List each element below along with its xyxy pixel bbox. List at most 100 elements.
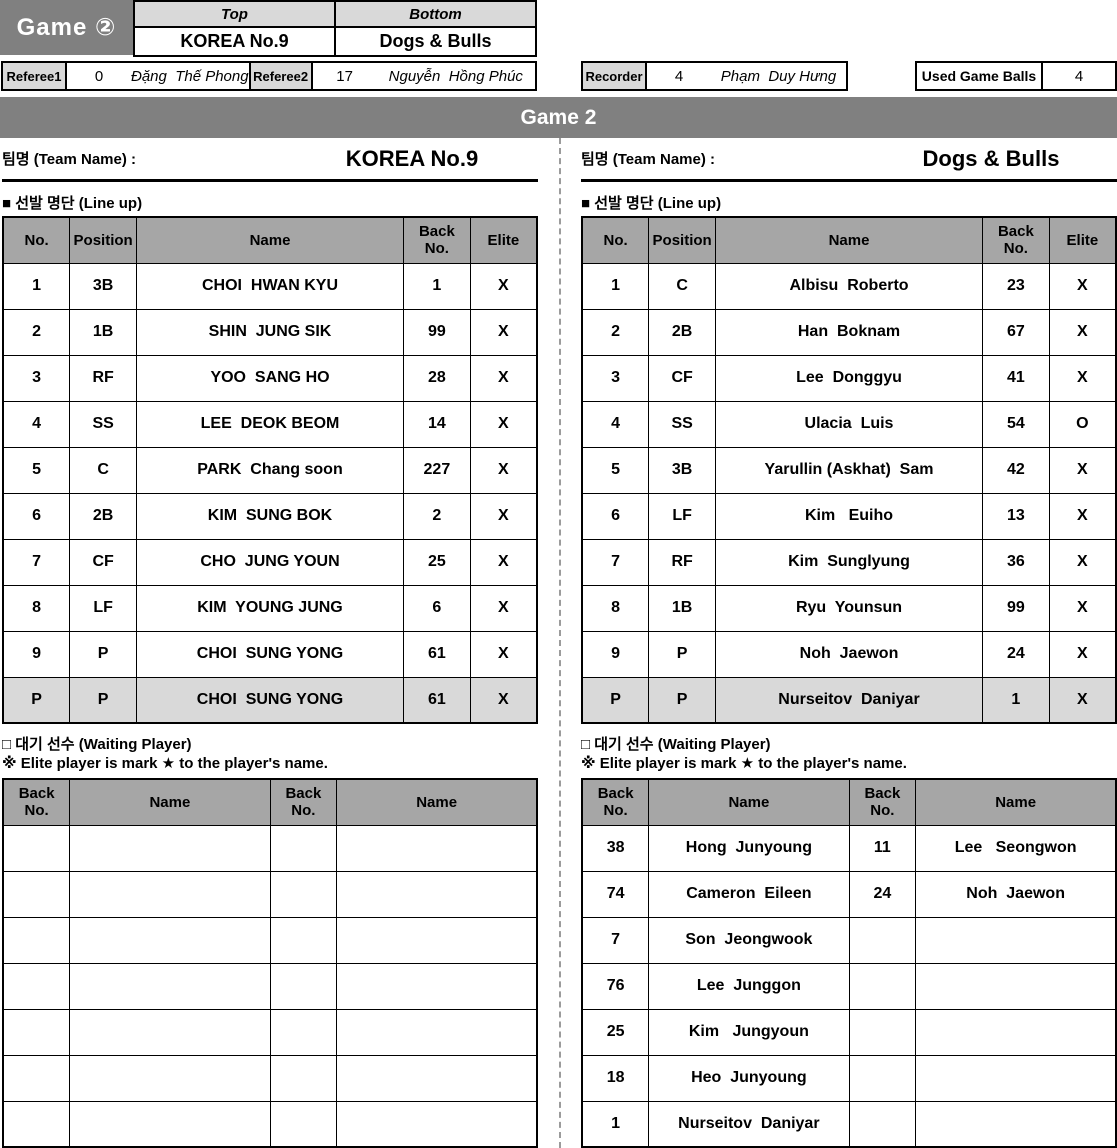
lineup-cell-elite: X — [469, 676, 538, 724]
lineup-header-name: Name — [136, 216, 404, 264]
elite-note: ※ Elite player is mark ★ to the player's… — [2, 755, 328, 772]
lineup-cell-position: 1B — [648, 584, 716, 632]
waiting-header-back-no-1: Back No. — [581, 778, 650, 826]
lineup-row: P P CHOI SUNG YONG 61 X — [2, 676, 538, 724]
recorder-number: 4 — [674, 67, 684, 85]
lineup-cell-back-no: 99 — [982, 584, 1050, 632]
lineup-row: 8 LF KIM YOUNG JUNG 6 X — [2, 584, 538, 632]
waiting-cell-name-1: Son Jeongwook — [648, 916, 850, 964]
lineup-cell-name: YOO SANG HO — [136, 354, 404, 402]
waiting-row: 18 Heo Junyoung — [581, 1054, 1117, 1102]
lineup-cell-no: 2 — [2, 308, 71, 356]
lineup-cell-back-no: 61 — [403, 676, 471, 724]
lineup-cell-position: P — [648, 630, 716, 678]
waiting-cell-back-no-1: 25 — [581, 1008, 650, 1056]
lineup-cell-position: SS — [648, 400, 716, 448]
waiting-cell-back-no-2 — [848, 1100, 917, 1148]
lineup-row: 2 2B Han Boknam 67 X — [581, 308, 1117, 356]
lineup-cell-no: 7 — [581, 538, 650, 586]
waiting-cell-back-no-1 — [2, 916, 71, 964]
game-banner-title: Game 2 — [520, 105, 597, 129]
lineup-cell-name: LEE DEOK BEOM — [136, 400, 404, 448]
lineup-cell-back-no: 6 — [403, 584, 471, 632]
referee2-label: Referee2 — [248, 63, 313, 89]
lineup-header-position: Position — [69, 216, 137, 264]
waiting-cell-name-2: Lee Seongwon — [915, 824, 1117, 872]
referee1-label: Referee1 — [3, 63, 67, 89]
game-number-label: Game ② — [16, 14, 117, 41]
waiting-header-row: Back No. Name Back No. Name — [581, 778, 1117, 826]
waiting-cell-name-2 — [336, 870, 538, 918]
waiting-cell-back-no-2 — [848, 1054, 917, 1102]
waiting-cell-name-2 — [336, 962, 538, 1010]
lineup-cell-elite: O — [1048, 400, 1117, 448]
waiting-cell-back-no-1: 1 — [581, 1100, 650, 1148]
lineup-cell-name: CHOI HWAN KYU — [136, 262, 404, 310]
lineup-cell-elite: X — [1048, 262, 1117, 310]
lineup-cell-position: CF — [648, 354, 716, 402]
lineup-cell-no: 9 — [581, 630, 650, 678]
lineup-cell-position: 3B — [648, 446, 716, 494]
waiting-cell-back-no-2 — [848, 1008, 917, 1056]
lineup-row: 3 CF Lee Donggyu 41 X — [581, 354, 1117, 402]
lineup-cell-name: KIM YOUNG JUNG — [136, 584, 404, 632]
page-break-divider — [558, 138, 561, 1148]
waiting-row: 38 Hong Junyoung 11 Lee Seongwon — [581, 824, 1117, 872]
waiting-row — [2, 1054, 538, 1102]
lineup-cell-name: CHOI SUNG YONG — [136, 630, 404, 678]
lineup-cell-position: LF — [69, 584, 137, 632]
waiting-header-name-1: Name — [69, 778, 271, 826]
waiting-row: 7 Son Jeongwook — [581, 916, 1117, 964]
lineup-row: 6 LF Kim Euiho 13 X — [581, 492, 1117, 540]
team-name-value: Dogs & Bulls — [922, 145, 1060, 171]
lineup-cell-elite: X — [469, 492, 538, 540]
lineup-row: 5 3B Yarullin (Askhat) Sam 42 X — [581, 446, 1117, 494]
lineup-row: 8 1B Ryu Younsun 99 X — [581, 584, 1117, 632]
lineup-section-title: ■ 선발 명단 (Line up) — [2, 195, 143, 212]
panel-right: 팀명 (Team Name) : Dogs & Bulls ■ 선발 명단 (L… — [581, 138, 1117, 1148]
lineup-cell-no: 4 — [2, 400, 71, 448]
game-banner: Game 2 — [0, 97, 1117, 138]
waiting-cell-name-1 — [69, 962, 271, 1010]
waiting-cell-back-no-2: 11 — [848, 824, 917, 872]
used-game-balls-box: Used Game Balls 4 — [915, 61, 1117, 91]
waiting-header-row: Back No. Name Back No. Name — [2, 778, 538, 826]
waiting-cell-name-1 — [69, 870, 271, 918]
lineup-cell-position: SS — [69, 400, 137, 448]
lineup-cell-position: P — [69, 630, 137, 678]
lineup-cell-back-no: 42 — [982, 446, 1050, 494]
waiting-cell-name-2 — [336, 1100, 538, 1148]
lineup-cell-back-no: 24 — [982, 630, 1050, 678]
lineup-row: 5 C PARK Chang soon 227 X — [2, 446, 538, 494]
lineup-cell-back-no: 61 — [403, 630, 471, 678]
waiting-cell-name-2 — [915, 1008, 1117, 1056]
lineup-cell-elite: X — [469, 630, 538, 678]
lineup-cell-back-no: 99 — [403, 308, 471, 356]
team-name-row: 팀명 (Team Name) : Dogs & Bulls — [581, 138, 1117, 182]
waiting-row: 76 Lee Junggon — [581, 962, 1117, 1010]
team-name-label: 팀명 (Team Name) : — [581, 151, 716, 168]
lineup-table: No. Position Name Back No. Elite 1 C Alb… — [581, 216, 1117, 724]
referee1-name: Đặng Thế Phong — [131, 67, 249, 85]
recorder-label: Recorder — [583, 63, 647, 89]
waiting-cell-name-2 — [336, 824, 538, 872]
lineup-row: 9 P Noh Jaewon 24 X — [581, 630, 1117, 678]
lineup-cell-name: Kim Sunglyung — [715, 538, 983, 586]
lineup-cell-position: 3B — [69, 262, 137, 310]
lineup-cell-no: 5 — [581, 446, 650, 494]
lineup-cell-name: CHO JUNG YOUN — [136, 538, 404, 586]
lineup-table: No. Position Name Back No. Elite 1 3B CH… — [2, 216, 538, 724]
lineup-cell-position: CF — [69, 538, 137, 586]
waiting-cell-name-1: Nurseitov Daniyar — [648, 1100, 850, 1148]
waiting-header-back-no-2: Back No. — [269, 778, 338, 826]
waiting-cell-back-no-1 — [2, 1054, 71, 1102]
lineup-cell-position: P — [648, 676, 716, 724]
waiting-cell-back-no-1 — [2, 1100, 71, 1148]
waiting-row: 1 Nurseitov Daniyar — [581, 1100, 1117, 1148]
panel-left: 팀명 (Team Name) : KOREA No.9 ■ 선발 명단 (Lin… — [0, 138, 538, 1148]
lineup-row: 2 1B SHIN JUNG SIK 99 X — [2, 308, 538, 356]
top-team-cell: KOREA No.9 — [133, 26, 336, 57]
team-name-row: 팀명 (Team Name) : KOREA No.9 — [2, 138, 538, 182]
waiting-table: Back No. Name Back No. Name — [2, 778, 538, 1148]
